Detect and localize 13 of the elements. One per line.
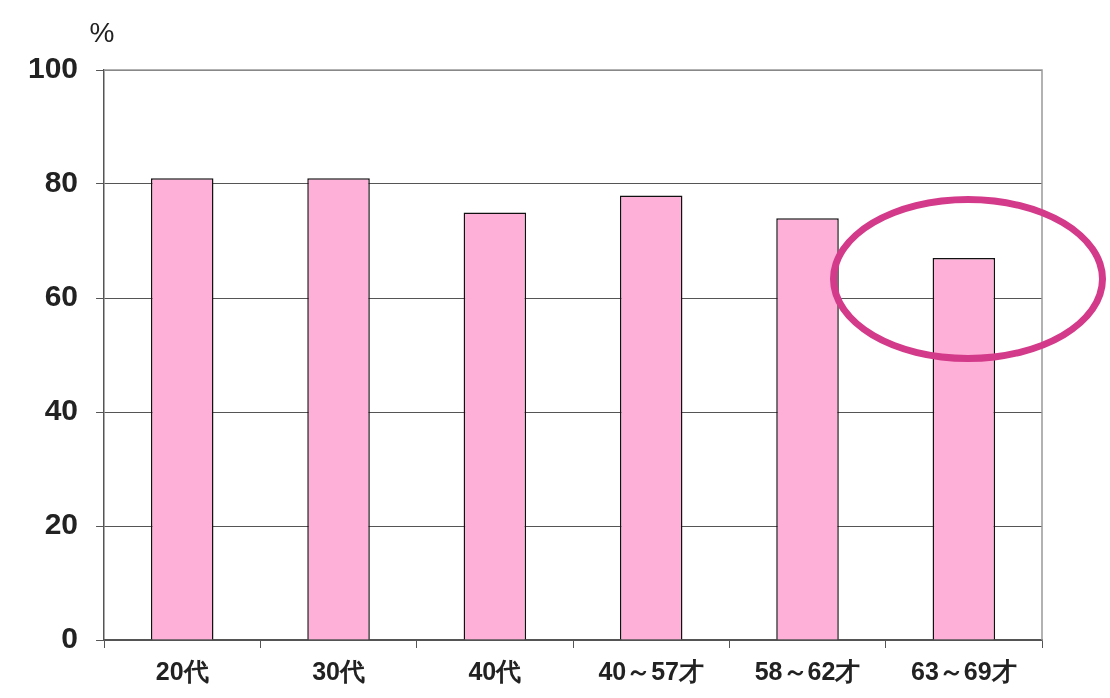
y-tick-label: 100 [27,51,79,85]
x-tick-label: 30代 [312,656,365,685]
y-tick-label: 40 [44,393,79,427]
x-tick-label: 58～62才 [754,656,861,685]
y-tick-label: 0 [61,621,79,655]
x-tick-label: 40～57才 [598,656,704,685]
y-tick-label: 20 [44,507,79,541]
y-axis-title: % [89,16,115,48]
x-tick-label: 40代 [468,656,522,685]
x-tick-label: 20代 [155,656,209,685]
y-tick-label: 60 [44,279,79,313]
x-tick-label: 63～69才 [911,656,1017,685]
y-tick-label: 80 [44,165,79,199]
